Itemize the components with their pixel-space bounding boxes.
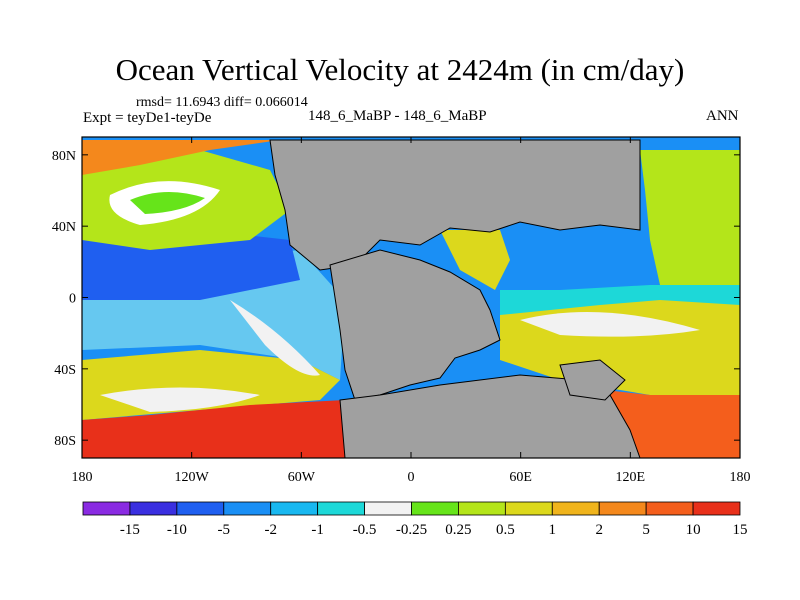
map-axes: 180 120W 60W 0 60E 120E 180 80N 40N 0 40S 80S — [52, 137, 751, 485]
ocean-region-pacific-core — [130, 191, 205, 214]
colorbar-label: 5 — [642, 522, 650, 538]
colorbar-label: 0.25 — [445, 522, 471, 538]
colorbar-swatch — [176, 501, 225, 516]
ocean-region-indian-ocean — [500, 280, 740, 400]
colorbar-swatch — [645, 501, 694, 516]
colorbar-swatch — [411, 501, 459, 516]
land-south-america-africa — [329, 249, 501, 401]
y-tick-label: 80N — [52, 149, 76, 164]
y-tick-label: 0 — [69, 292, 76, 307]
colorbar-label: 10 — [686, 522, 701, 538]
x-tick-label: 0 — [408, 470, 415, 485]
colorbar-label: 1 — [549, 522, 557, 538]
ocean-region-indian-band — [520, 312, 700, 337]
ocean-region-equatorial-indian — [500, 285, 740, 315]
x-tick-label: 60W — [288, 470, 316, 485]
ocean-region-arctic-pacific — [82, 140, 280, 175]
season-label: ANN — [706, 108, 739, 124]
ocean-region-tethys — [440, 230, 510, 290]
colorbar-label: -10 — [167, 522, 187, 538]
experiment-label: Expt = teyDe1-teyDe — [83, 110, 212, 126]
ocean-region-southern-ocean-west — [82, 400, 345, 458]
x-tick-label: 180 — [72, 470, 93, 485]
land-australia — [559, 359, 626, 401]
ocean-region-east-basin — [640, 150, 740, 285]
colorbar: -15 -10 -5 -2 -1 -0.5 -0.25 0.25 0.5 1 2 5 10 15 — [82, 501, 748, 538]
colorbar-swatch — [364, 501, 412, 516]
ocean-region-south-pacific-band — [100, 387, 260, 412]
cases-label: 148_6_MaBP - 148_6_MaBP — [308, 108, 487, 124]
y-tick-label: 40N — [52, 220, 76, 235]
colorbar-swatch — [317, 501, 365, 516]
colorbar-label: -2 — [264, 522, 277, 538]
land-masses — [269, 139, 641, 458]
x-tick-label: 180 — [730, 470, 751, 485]
colorbar-swatch — [82, 501, 131, 516]
colorbar-swatch — [692, 501, 741, 516]
y-tick-label: 80S — [54, 434, 76, 449]
colorbar-swatch — [504, 501, 553, 516]
x-tick-label: 120W — [175, 470, 210, 485]
land-north — [269, 139, 641, 271]
colorbar-swatch — [129, 501, 178, 516]
colorbar-label: 0.5 — [496, 522, 515, 538]
colorbar-swatch — [223, 501, 272, 516]
colorbar-label: 2 — [595, 522, 603, 538]
colorbar-label: -1 — [311, 522, 324, 538]
colorbar-swatch — [458, 501, 506, 516]
x-tick-label: 120E — [616, 470, 646, 485]
plot-title: Ocean Vertical Velocity at 2424m (in cm/… — [115, 52, 685, 87]
colorbar-swatch — [270, 501, 319, 516]
colorbar-label: -0.25 — [396, 522, 427, 538]
stats-label: rmsd= 11.6943 diff= 0.066014 — [136, 95, 308, 110]
ocean-region-pacific-streak — [230, 300, 320, 376]
colorbar-swatch — [551, 501, 600, 516]
colorbar-label: -15 — [120, 522, 140, 538]
colorbar-label: -0.5 — [353, 522, 377, 538]
x-tick-label: 60E — [509, 470, 532, 485]
colorbar-swatch — [598, 501, 647, 516]
y-tick-label: 40S — [54, 363, 76, 378]
colorbar-label: -5 — [218, 522, 231, 538]
colorbar-label: 15 — [733, 522, 748, 538]
